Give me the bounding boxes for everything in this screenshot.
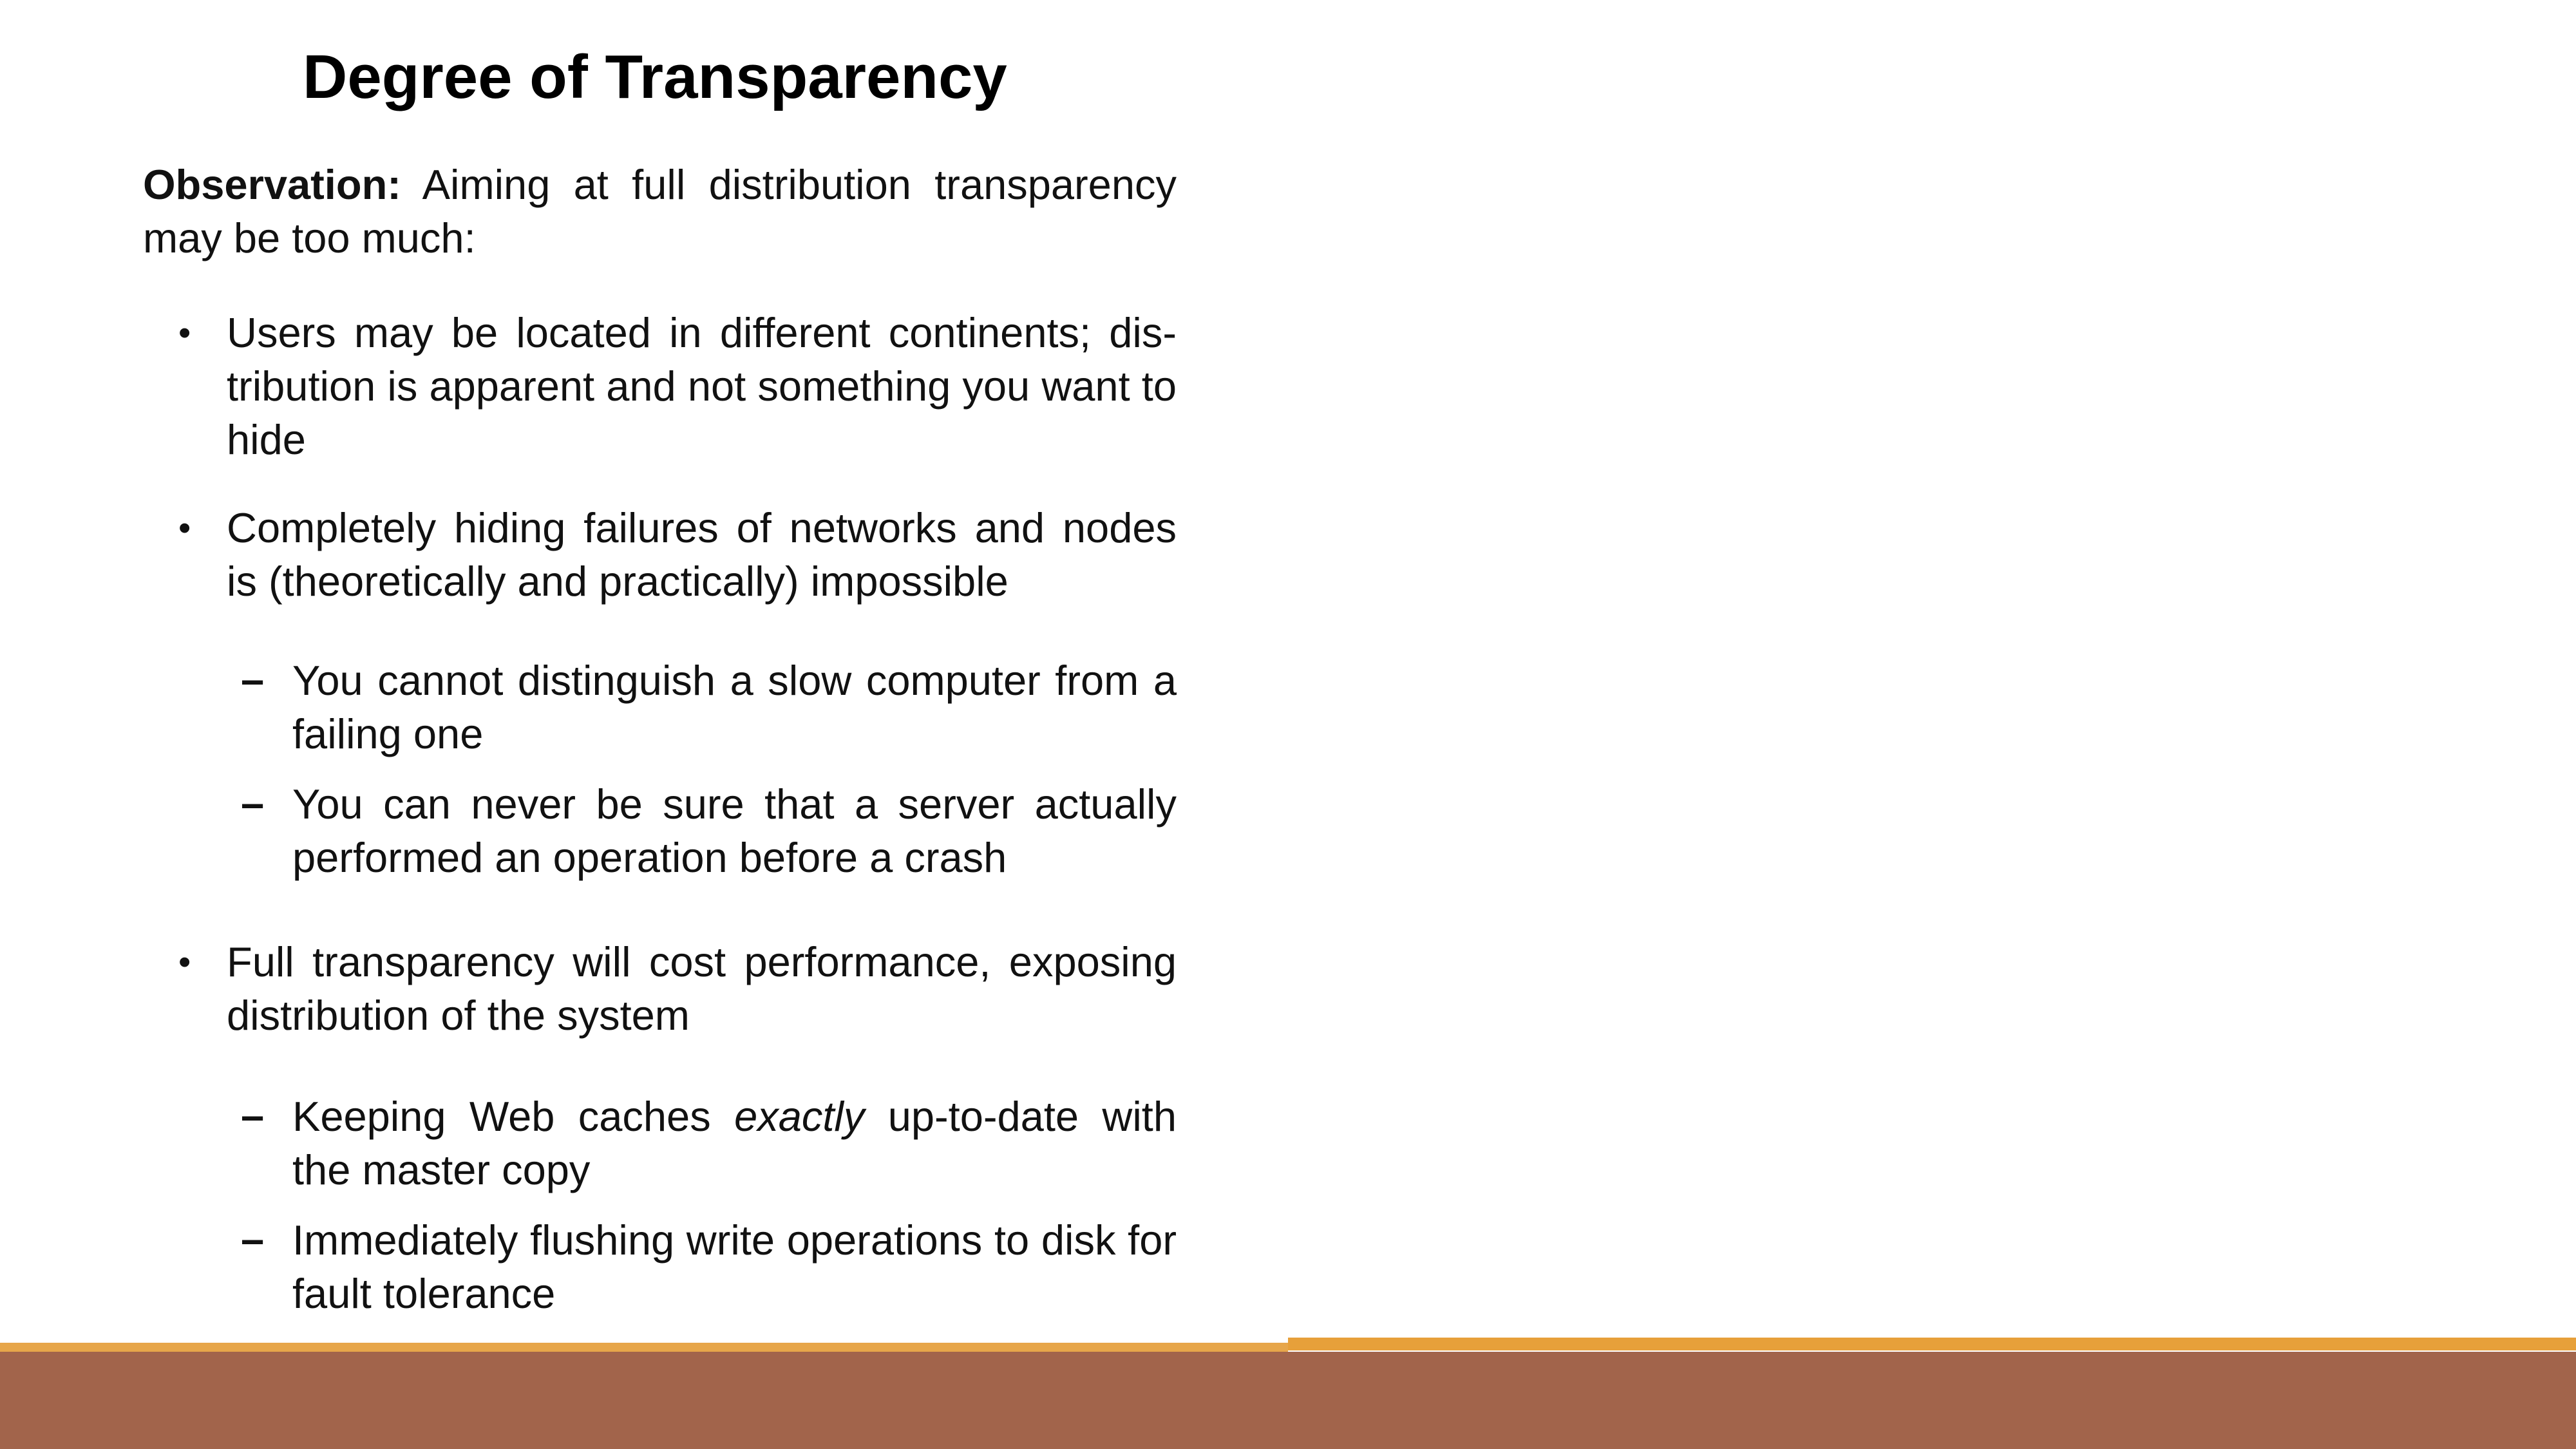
- sub-item-text: You can never be sure that a server actu…: [292, 781, 1177, 881]
- observation-label: Observation:: [143, 161, 401, 208]
- bullet-item: • Full transparency will cost performanc…: [178, 935, 1177, 1042]
- bullet-item: • Completely hiding failures of networks…: [178, 501, 1177, 608]
- sub-item-text: You cannot distinguish a slow computer f…: [292, 657, 1177, 757]
- bullet-text: Users may be located in different contin…: [227, 309, 1177, 463]
- dash-icon: –: [241, 1092, 265, 1139]
- sub-item: – Keeping Web caches exactly up-to-date …: [241, 1090, 1177, 1197]
- footer-band: [0, 1352, 2576, 1449]
- dash-icon: –: [241, 1215, 265, 1262]
- sub-item: – Immediately flushing write operations …: [241, 1213, 1177, 1320]
- bullet-item: • Users may be located in different cont…: [178, 306, 1177, 466]
- bullet-text: Full transparency will cost performance,…: [227, 938, 1177, 1039]
- bullet-text: Completely hiding failures of networks a…: [227, 504, 1177, 605]
- footer-accent-line-left: [0, 1343, 1288, 1352]
- sub-item: – You cannot distinguish a slow computer…: [241, 654, 1177, 761]
- bullet-icon: •: [178, 942, 191, 981]
- sub-item-text-post: up-to-date with the master copy: [292, 1093, 1177, 1193]
- observation-text: Aiming at full distribution transparency…: [143, 161, 1177, 261]
- sub-item-text-pre: Keeping Web caches: [292, 1093, 735, 1140]
- slide-title: Degree of Transparency: [303, 43, 1007, 111]
- dash-icon: –: [241, 656, 265, 703]
- bullet-icon: •: [178, 507, 191, 547]
- sub-item-text: Immediately flushing write operations to…: [292, 1217, 1177, 1317]
- observation-paragraph: Observation: Aiming at full distribution…: [143, 158, 1177, 265]
- footer-accent-line-right: [1288, 1338, 2576, 1350]
- sub-item-text-emphasis: exactly: [734, 1093, 865, 1140]
- sub-item: – You can never be sure that a server ac…: [241, 777, 1177, 884]
- dash-icon: –: [241, 779, 265, 826]
- bullet-icon: •: [178, 312, 191, 352]
